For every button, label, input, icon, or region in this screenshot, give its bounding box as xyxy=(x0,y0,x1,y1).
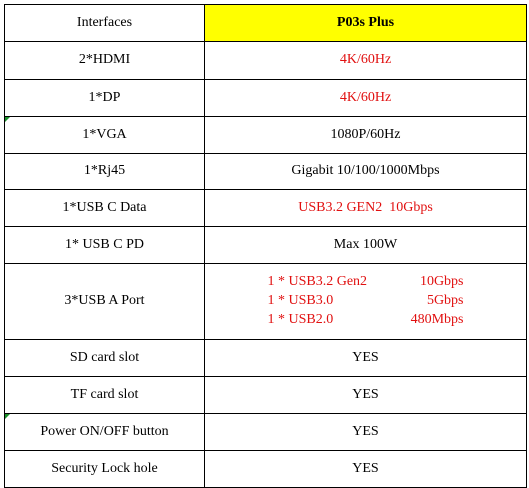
interface-label: Power ON/OFF button xyxy=(40,423,169,439)
value-cell: YES xyxy=(204,450,527,488)
table-row: SD card slot YES xyxy=(4,339,527,377)
table-row: 1* USB C PD Max 100W xyxy=(4,226,527,264)
usb-port-speed: 480Mbps xyxy=(410,311,464,327)
interfaces-header: Interfaces xyxy=(4,4,205,42)
list-item: 1 * USB3.0 5Gbps xyxy=(268,292,464,311)
interface-cell: 1*USB C Data xyxy=(4,189,205,227)
table-row: Power ON/OFF button YES xyxy=(4,413,527,451)
value-cell: 4K/60Hz xyxy=(204,41,527,80)
header-row: Interfaces P03s Plus xyxy=(4,4,527,42)
value-cell: Gigabit 10/100/1000Mbps xyxy=(204,153,527,190)
spec-table: Interfaces P03s Plus 2*HDMI 4K/60Hz 1*DP… xyxy=(4,4,527,488)
interface-cell: 3*USB A Port xyxy=(4,263,205,340)
value-cell: YES xyxy=(204,339,527,377)
usb-port-speed: 5Gbps xyxy=(426,293,464,309)
usb-port-speed: 10Gbps xyxy=(419,274,464,290)
table-row: Security Lock hole YES xyxy=(4,450,527,488)
interface-cell: TF card slot xyxy=(4,376,205,414)
interface-cell: 1*Rj45 xyxy=(4,153,205,190)
value-cell: 1080P/60Hz xyxy=(204,116,527,154)
table-row: 1*USB C Data USB3.2 GEN2 10Gbps xyxy=(4,189,527,227)
interface-cell: Power ON/OFF button xyxy=(4,413,205,451)
value-cell: YES xyxy=(204,376,527,414)
table-row: 1*VGA 1080P/60Hz xyxy=(4,116,527,154)
interface-cell: 1*VGA xyxy=(4,116,205,154)
table-row: 3*USB A Port 1 * USB3.2 Gen2 10Gbps 1 * … xyxy=(4,263,527,340)
usb-a-list: 1 * USB3.2 Gen2 10Gbps 1 * USB3.0 5Gbps … xyxy=(268,273,464,330)
value-cell: YES xyxy=(204,413,527,451)
cell-marker xyxy=(5,117,10,122)
table-row: TF card slot YES xyxy=(4,376,527,414)
value-cell: 4K/60Hz xyxy=(204,79,527,117)
interface-cell: 2*HDMI xyxy=(4,41,205,80)
list-item: 1 * USB3.2 Gen2 10Gbps xyxy=(268,273,464,292)
table-row: 1*DP 4K/60Hz xyxy=(4,79,527,117)
usb-port-name: 1 * USB3.2 Gen2 xyxy=(267,274,368,290)
interface-cell: 1* USB C PD xyxy=(4,226,205,264)
interface-cell: 1*DP xyxy=(4,79,205,117)
usb-port-name: 1 * USB3.0 xyxy=(267,293,334,309)
table-row: 2*HDMI 4K/60Hz xyxy=(4,41,527,80)
table-row: 1*Rj45 Gigabit 10/100/1000Mbps xyxy=(4,153,527,190)
list-item: 1 * USB2.0 480Mbps xyxy=(268,311,464,330)
value-cell: Max 100W xyxy=(204,226,527,264)
model-header: P03s Plus xyxy=(204,4,527,42)
value-cell: USB3.2 GEN2 10Gbps xyxy=(204,189,527,227)
interface-cell: Security Lock hole xyxy=(4,450,205,488)
interface-label: 1*VGA xyxy=(82,126,127,142)
usb-port-name: 1 * USB2.0 xyxy=(267,311,334,327)
interface-cell: SD card slot xyxy=(4,339,205,377)
cell-marker xyxy=(5,414,10,419)
value-cell: 1 * USB3.2 Gen2 10Gbps 1 * USB3.0 5Gbps … xyxy=(204,263,527,340)
